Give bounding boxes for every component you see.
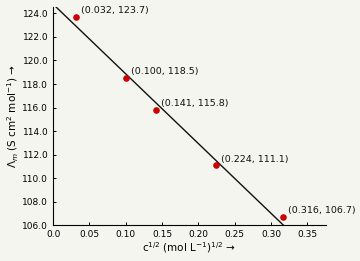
X-axis label: c$^{1/2}$ (mol L$^{-1}$)$^{1/2}$ →: c$^{1/2}$ (mol L$^{-1}$)$^{1/2}$ →: [143, 241, 236, 256]
Text: (0.141, 115.8): (0.141, 115.8): [161, 99, 228, 108]
Point: [123, 76, 129, 80]
Text: (0.100, 118.5): (0.100, 118.5): [131, 67, 198, 76]
Point: [213, 163, 219, 167]
Text: (0.224, 111.1): (0.224, 111.1): [221, 155, 288, 164]
Y-axis label: Λ$_m$ (S cm$^2$ mol$^{-1}$) →: Λ$_m$ (S cm$^2$ mol$^{-1}$) →: [5, 64, 21, 168]
Point: [153, 108, 158, 112]
Point: [280, 215, 285, 219]
Text: (0.316, 106.7): (0.316, 106.7): [288, 206, 355, 215]
Text: (0.032, 123.7): (0.032, 123.7): [81, 6, 149, 15]
Point: [73, 15, 79, 19]
